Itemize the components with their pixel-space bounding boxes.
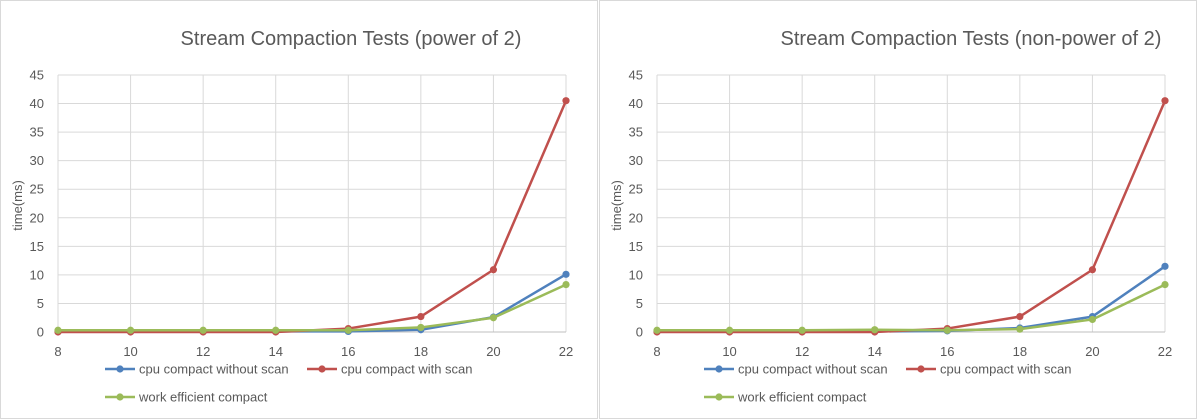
data-point[interactable] [1161,97,1169,105]
x-tick-label: 22 [1158,344,1172,359]
y-tick-label: 35 [30,125,44,140]
y-tick-label: 10 [629,267,643,282]
data-point[interactable] [54,326,62,334]
y-tick-label: 45 [30,68,44,83]
data-point[interactable] [1088,266,1097,274]
y-tick-label: 10 [30,267,44,282]
y-tick-label: 40 [30,96,44,111]
y-tick-label: 5 [636,296,643,311]
y-tick-label: 20 [629,210,643,225]
data-point[interactable] [562,97,570,105]
y-tick-label: 5 [37,296,44,311]
x-tick-label: 10 [123,344,137,359]
y-tick-label: 30 [30,153,44,168]
data-point[interactable] [417,323,425,332]
legend-item-work-efficient-compact[interactable]: work efficient compact [105,390,268,405]
legend-item-work-efficient-compact[interactable]: work efficient compact [704,390,867,405]
legend-swatch-marker [116,393,124,401]
data-point[interactable] [653,326,661,334]
y-tick-label: 0 [636,325,643,340]
x-tick-label: 14 [867,344,881,359]
data-point[interactable] [344,326,352,334]
series-line-work-efficient-compact [655,283,1167,332]
data-point[interactable] [199,326,207,334]
y-tick-label: 15 [30,239,44,254]
series-line-cpu-compact-with-scan [655,99,1167,334]
data-point[interactable] [871,326,879,334]
data-point[interactable] [489,314,498,322]
legend-item-cpu-compact-with-scan[interactable]: cpu compact with scan [906,362,1072,377]
legend-swatch-marker [917,365,925,373]
x-tick-label: 16 [341,344,355,359]
data-point[interactable] [1161,262,1169,270]
x-tick-label: 18 [1013,344,1027,359]
legend-label: cpu compact with scan [341,362,473,377]
y-tick-label: 30 [629,153,643,168]
data-point[interactable] [272,326,280,334]
y-tick-label: 45 [629,68,643,83]
series-cpu-compact-with-scan [54,97,570,336]
y-axis-title: time(ms) [10,180,25,231]
legend-swatch-marker [318,365,326,373]
data-point[interactable] [1016,312,1024,321]
legend-label: cpu compact without scan [139,362,289,377]
series-work-efficient-compact [653,280,1169,334]
legend-label: work efficient compact [138,390,268,405]
y-tick-label: 0 [37,325,44,340]
data-point[interactable] [489,266,498,274]
series-line-cpu-compact-without-scan [56,273,568,333]
legend-swatch-marker [116,365,124,373]
chart-title: Stream Compaction Tests (power of 2) [181,28,522,50]
data-point[interactable] [798,326,806,334]
x-tick-label: 22 [559,344,573,359]
series-cpu-compact-without-scan [653,262,1169,336]
y-tick-label: 25 [30,182,44,197]
chart-svg: Stream Compaction Tests (power of 2) 0 5 10… [10,28,573,405]
chart-panel-power-of-2[interactable]: Stream Compaction Tests (power of 2) 0 5 10… [0,0,598,419]
x-tick-label: 8 [653,344,660,359]
series-line-work-efficient-compact [56,283,568,332]
series-work-efficient-compact [54,280,570,334]
x-tick-label: 10 [722,344,736,359]
data-point[interactable] [1161,280,1169,289]
x-tick-label: 14 [268,344,282,359]
data-point[interactable] [1088,315,1097,324]
legend-label: cpu compact without scan [738,362,888,377]
x-tick-label: 12 [795,344,809,359]
x-tick-label: 18 [414,344,428,359]
legend-item-cpu-compact-without-scan[interactable]: cpu compact without scan [704,362,888,377]
data-point[interactable] [562,280,570,289]
data-point[interactable] [562,270,570,278]
series-line-cpu-compact-with-scan [56,99,568,334]
legend-item-cpu-compact-without-scan[interactable]: cpu compact without scan [105,362,289,377]
legend-label: cpu compact with scan [940,362,1072,377]
legend-label: work efficient compact [737,390,867,405]
legend-swatch-marker [715,365,723,373]
legend-swatch-marker [715,393,723,401]
data-point[interactable] [943,326,951,334]
data-point[interactable] [725,326,734,334]
series-line-cpu-compact-without-scan [655,265,1167,333]
data-point[interactable] [1016,325,1024,333]
x-tick-label: 20 [1085,344,1099,359]
chart-panel-non-power-of-2[interactable]: Stream Compaction Tests (non-power of 2)… [599,0,1197,419]
legend-item-cpu-compact-with-scan[interactable]: cpu compact with scan [307,362,473,377]
chart-svg: Stream Compaction Tests (non-power of 2)… [609,28,1172,405]
series-cpu-compact-without-scan [54,270,570,336]
y-tick-label: 40 [629,96,643,111]
chart-title: Stream Compaction Tests (non-power of 2) [781,28,1162,50]
y-tick-label: 15 [629,239,643,254]
y-tick-label: 25 [629,182,643,197]
x-tick-label: 20 [486,344,500,359]
x-tick-label: 8 [54,344,61,359]
data-point[interactable] [126,326,135,334]
series-cpu-compact-with-scan [653,97,1169,336]
y-tick-label: 20 [30,210,44,225]
x-tick-label: 16 [940,344,954,359]
data-point[interactable] [417,312,425,321]
x-tick-label: 12 [196,344,210,359]
y-axis-title: time(ms) [609,180,624,231]
y-tick-label: 35 [629,125,643,140]
